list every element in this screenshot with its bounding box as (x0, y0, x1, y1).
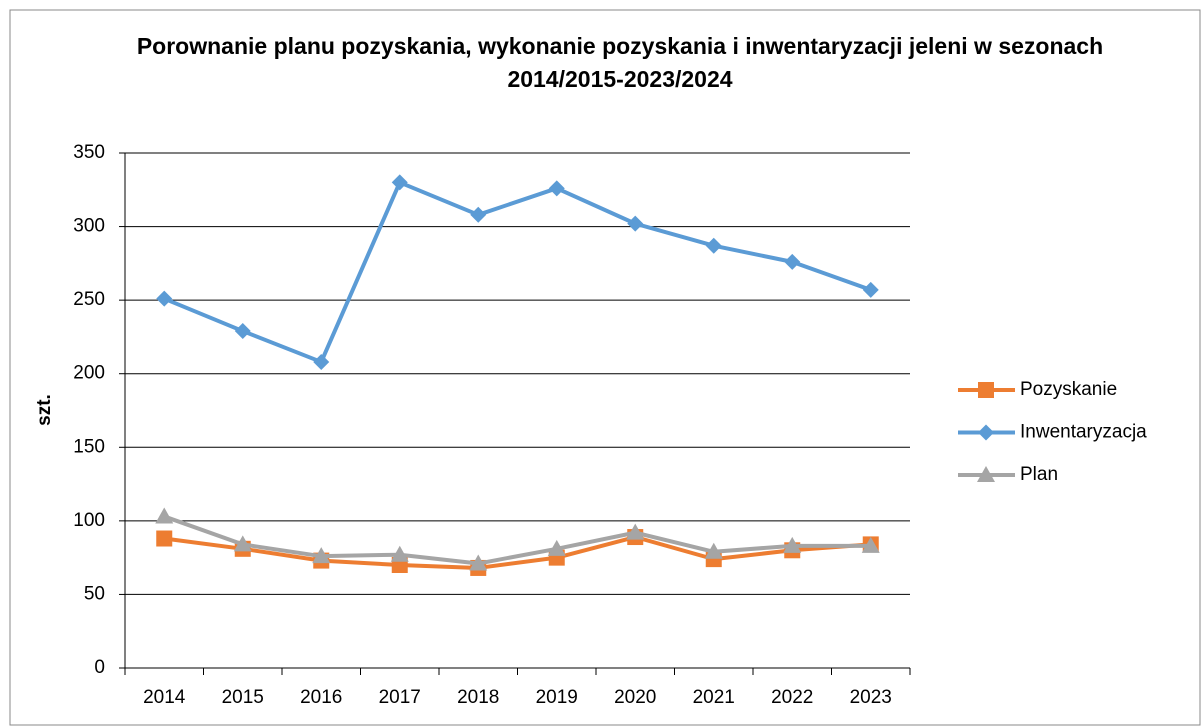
y-axis-label: szt. (34, 394, 55, 426)
x-tick-label: 2023 (850, 687, 892, 708)
chart-border (9, 9, 1201, 726)
marker (784, 253, 801, 270)
x-tick-label: 2021 (693, 687, 735, 708)
marker (626, 523, 645, 540)
series-line (163, 535, 871, 570)
legend-marker (978, 424, 994, 441)
y-tick-label: 250 (73, 289, 105, 310)
marker (470, 206, 487, 223)
marker (156, 530, 173, 547)
y-tick-label: 300 (73, 216, 105, 237)
y-tick-label: 50 (84, 583, 105, 604)
series-line (163, 180, 872, 364)
y-tick-label: 100 (73, 510, 105, 531)
x-tick-label: 2016 (300, 687, 342, 708)
marker (391, 174, 408, 191)
y-tick-label: 350 (73, 142, 105, 163)
marker (783, 536, 802, 553)
x-tick-label: 2019 (536, 687, 578, 708)
marker (233, 535, 252, 552)
legend-label: Pozyskanie (1020, 379, 1117, 400)
x-tick-label: 2022 (771, 687, 813, 708)
marker (234, 323, 251, 340)
x-tick-label: 2020 (614, 687, 656, 708)
legend-label: Inwentaryzacja (1020, 422, 1147, 443)
y-tick-label: 0 (94, 657, 105, 678)
marker (547, 539, 566, 556)
chart-title: Porownanie planu pozyskania, wykonanie p… (136, 33, 1104, 92)
marker (390, 545, 409, 562)
x-tick-label: 2017 (379, 687, 421, 708)
y-tick-label: 200 (73, 363, 105, 384)
x-tick-label: 2015 (222, 687, 264, 708)
legend-marker (977, 466, 995, 482)
marker (861, 536, 880, 553)
legend-label: Plan (1020, 464, 1058, 485)
x-tick-label: 2018 (457, 687, 499, 708)
marker (155, 507, 174, 524)
marker (548, 180, 565, 197)
marker (312, 547, 331, 564)
marker (313, 353, 330, 370)
marker (156, 290, 173, 307)
marker (705, 237, 722, 254)
marker (862, 281, 879, 298)
x-tick-label: 2014 (143, 687, 186, 708)
marker (627, 215, 644, 232)
y-tick-label: 150 (73, 436, 105, 457)
series-line (163, 514, 871, 566)
marker (469, 554, 488, 571)
marker (704, 542, 723, 559)
legend-marker (978, 382, 994, 398)
